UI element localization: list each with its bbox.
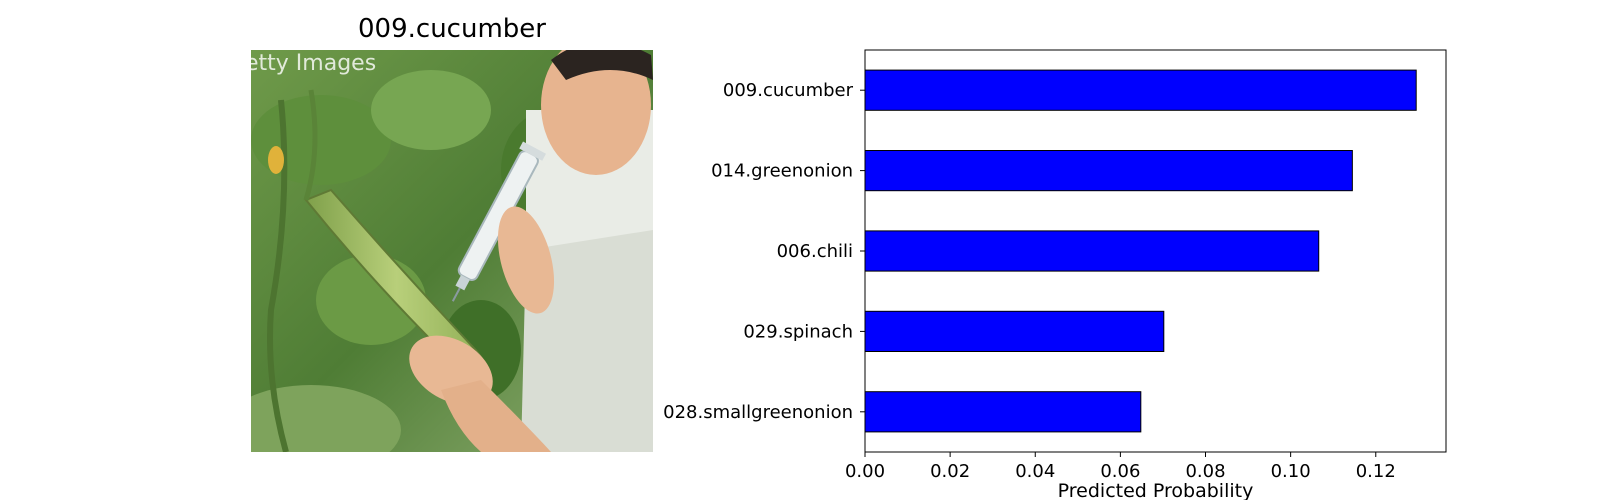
x-tick-label: 0.00 (845, 461, 885, 482)
y-tick-label: 009.cucumber (723, 80, 854, 101)
leaf (251, 385, 401, 452)
bar (864, 230, 1320, 272)
x-tick-label: 0.04 (1015, 461, 1055, 482)
bar (864, 391, 1142, 433)
arm (441, 380, 551, 452)
bar (864, 310, 1165, 352)
person-face (541, 50, 651, 175)
leaf (371, 70, 491, 150)
x-tick-label: 0.06 (1100, 461, 1140, 482)
vine-stem (267, 99, 289, 452)
flower (268, 146, 284, 174)
y-tick-label: 028.smallgreenonion (663, 402, 853, 423)
x-tick-label: 0.12 (1356, 461, 1396, 482)
bar (864, 69, 1417, 111)
x-tick-label: 0.08 (1185, 461, 1225, 482)
x-axis-label: Predicted Probability (1058, 480, 1254, 500)
y-tick-label: 029.spinach (743, 321, 853, 342)
x-tick-label: 0.10 (1271, 461, 1311, 482)
y-tick-label: 014.greenonion (711, 161, 853, 182)
x-tick-label: 0.02 (930, 461, 970, 482)
person-hair (551, 50, 653, 80)
bar (864, 150, 1353, 192)
coat-shadow (521, 230, 653, 452)
cucumber-photo: etty Images (251, 50, 653, 452)
watermark-text: etty Images (251, 51, 376, 76)
hand (497, 206, 555, 314)
image-title: 009.cucumber (358, 14, 546, 44)
vine-stem (303, 89, 318, 201)
y-tick-label: 006.chili (777, 241, 853, 262)
